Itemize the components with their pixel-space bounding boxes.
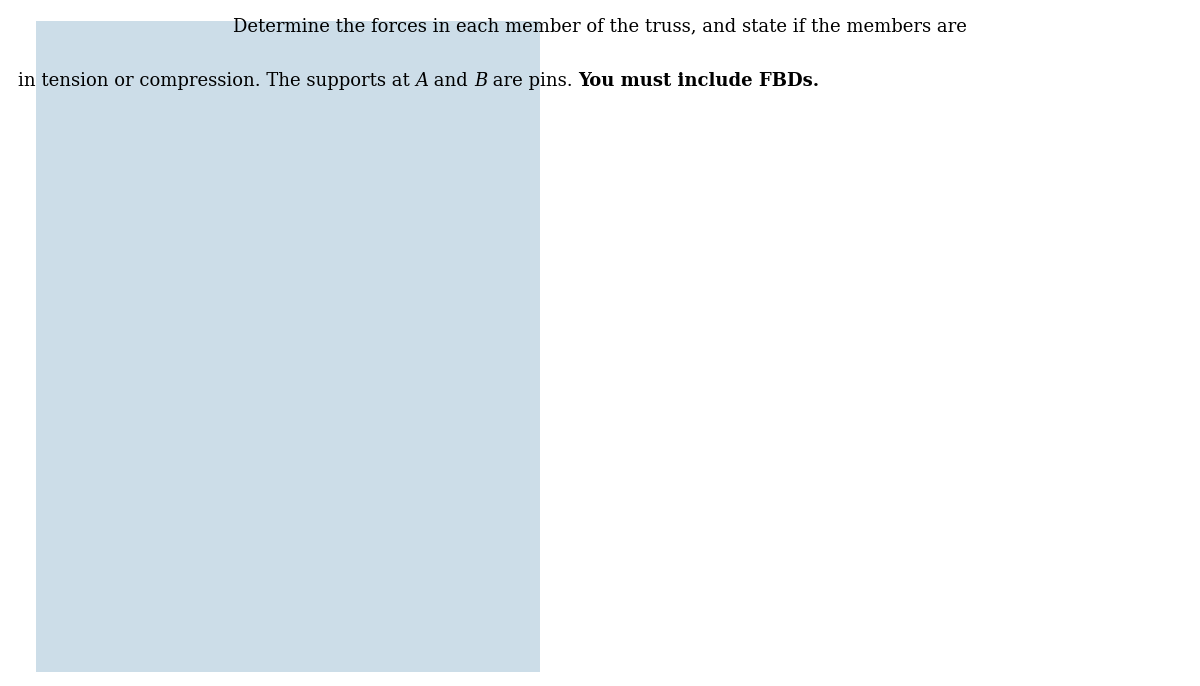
Text: A: A — [415, 72, 428, 90]
Polygon shape — [323, 108, 370, 118]
Polygon shape — [184, 108, 230, 118]
Text: You must include FBDs.: You must include FBDs. — [578, 72, 820, 90]
Text: are pins.: are pins. — [487, 72, 578, 90]
Text: D: D — [349, 358, 361, 372]
Text: 8 in.: 8 in. — [229, 71, 258, 84]
Circle shape — [341, 135, 353, 147]
Text: E: E — [286, 582, 296, 596]
Text: 24 in.: 24 in. — [125, 247, 162, 260]
Text: B: B — [349, 132, 361, 145]
Text: 140 lb: 140 lb — [221, 560, 264, 574]
Circle shape — [200, 135, 212, 147]
Circle shape — [275, 359, 288, 371]
Text: 7 in.: 7 in. — [300, 71, 329, 84]
Text: C: C — [262, 366, 274, 379]
Text: B: B — [474, 72, 487, 90]
Text: in tension or compression. The supports at: in tension or compression. The supports … — [18, 72, 415, 90]
Text: 24 in.: 24 in. — [125, 471, 162, 484]
Polygon shape — [323, 118, 370, 139]
Text: and: and — [428, 72, 474, 90]
Polygon shape — [184, 118, 230, 139]
Circle shape — [341, 359, 353, 371]
Circle shape — [275, 583, 288, 595]
Text: A: A — [190, 132, 202, 145]
Text: Determine the forces in each member of the truss, and state if the members are: Determine the forces in each member of t… — [233, 17, 967, 35]
